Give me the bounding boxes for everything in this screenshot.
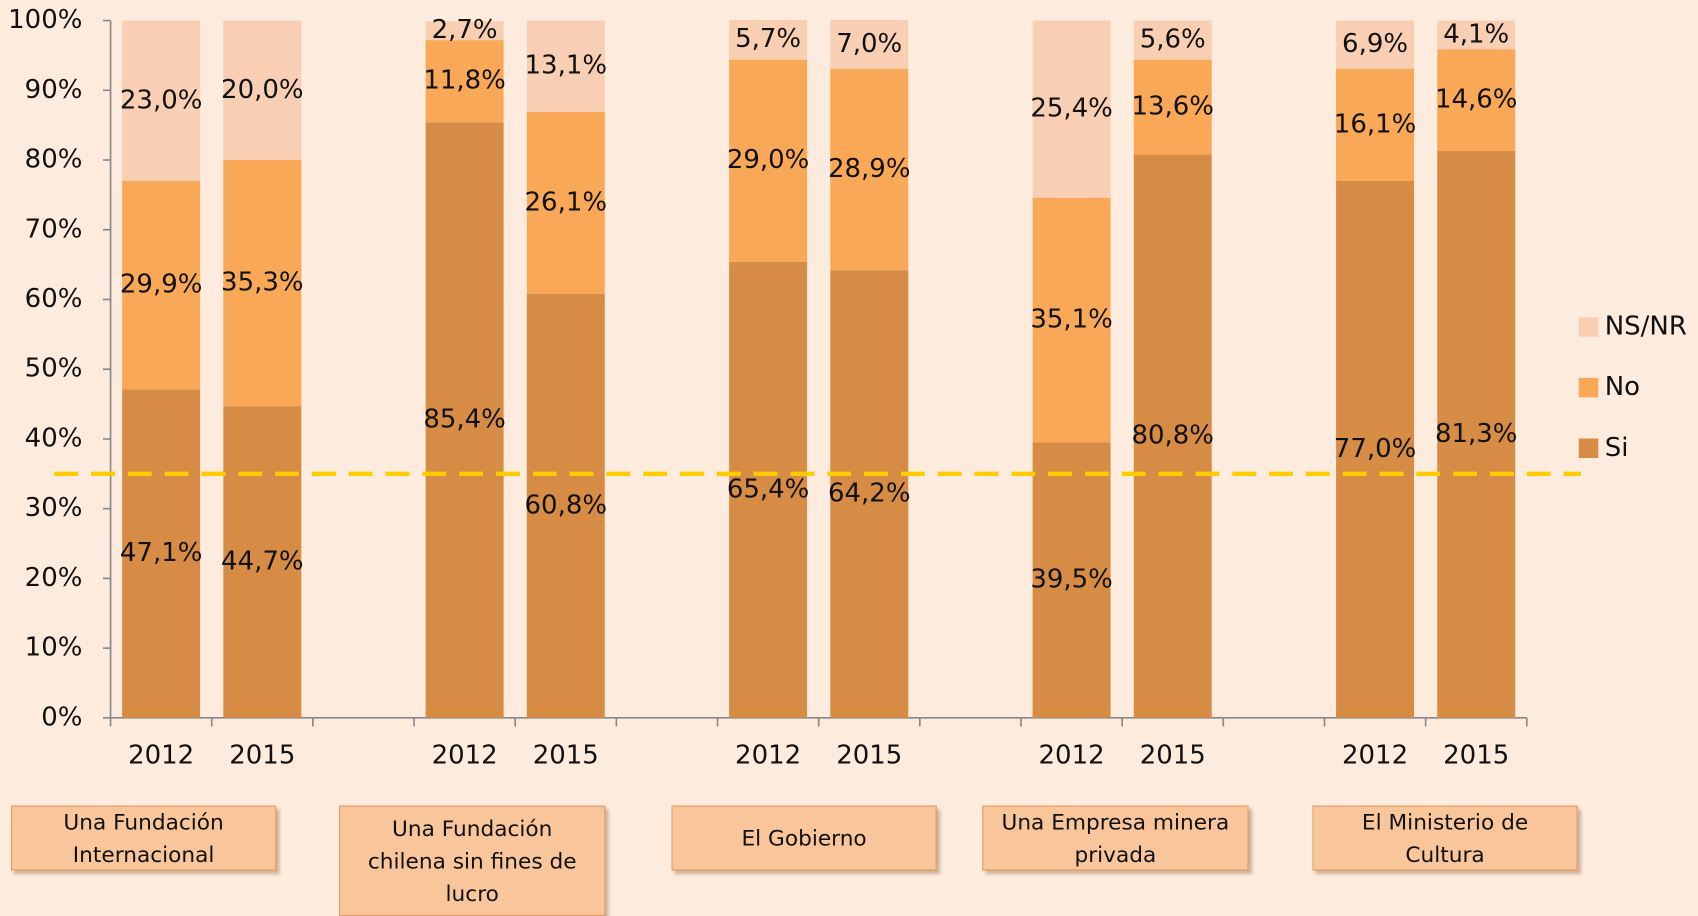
- bar-segment: [1437, 20, 1516, 50]
- bar-segment: [1032, 442, 1111, 718]
- x-tick-label: 2015: [1443, 740, 1509, 770]
- value-label: 11,8%: [423, 66, 506, 96]
- x-tick-label: 2012: [128, 740, 194, 770]
- value-label: 65,4%: [727, 474, 810, 504]
- bar-segment: [1032, 197, 1111, 443]
- bar-segment: [122, 389, 201, 718]
- bar-segment: [830, 19, 909, 69]
- x-tick-label: 2012: [735, 740, 801, 770]
- value-label: 44,7%: [221, 547, 304, 577]
- y-tick-label: 10%: [25, 633, 83, 663]
- value-label: 5,7%: [735, 24, 801, 54]
- bar-segment: [425, 122, 504, 718]
- y-tick-label: 70%: [25, 214, 83, 244]
- bar-segment: [122, 20, 201, 181]
- value-label: 13,1%: [525, 51, 608, 81]
- value-label: 13,6%: [1131, 92, 1214, 122]
- value-label: 60,8%: [525, 490, 608, 520]
- bar-segment: [425, 21, 504, 41]
- group-box: El Ministerio de Cultura: [1312, 805, 1578, 871]
- x-tick-label: 2015: [836, 740, 902, 770]
- bar-segment: [1336, 20, 1415, 69]
- value-label: 25,4%: [1030, 94, 1113, 124]
- bar-segment: [526, 111, 605, 294]
- y-tick-label: 100%: [8, 5, 82, 35]
- y-tick-label: 40%: [25, 423, 83, 453]
- bar-segment: [122, 180, 201, 390]
- bar-segment: [729, 59, 808, 262]
- bar-segment: [425, 40, 504, 123]
- value-label: 2,7%: [432, 15, 498, 45]
- x-tick-label: 2012: [1039, 740, 1105, 770]
- legend-label: NS/NR: [1605, 311, 1687, 341]
- value-label: 29,9%: [120, 270, 203, 300]
- value-label: 28,9%: [828, 154, 911, 184]
- x-tick-label: 2015: [229, 740, 295, 770]
- bar-segment: [729, 261, 808, 718]
- bar-segment: [1336, 180, 1415, 718]
- legend-label: No: [1605, 372, 1640, 402]
- y-tick-label: 80%: [25, 145, 83, 175]
- y-tick-label: 50%: [25, 354, 83, 384]
- group-box: Una Empresa minera privada: [982, 805, 1249, 871]
- group-label: El Ministerio de Cultura: [1312, 805, 1578, 871]
- value-label: 6,9%: [1342, 29, 1408, 59]
- bar-segment: [223, 160, 302, 407]
- value-label: 20,0%: [221, 75, 304, 105]
- value-label: 81,3%: [1435, 419, 1518, 449]
- bar-segment: [1133, 154, 1212, 718]
- value-label: 14,6%: [1435, 85, 1518, 115]
- value-label: 29,0%: [727, 145, 810, 175]
- value-label: 47,1%: [120, 538, 203, 568]
- value-label: 26,1%: [525, 187, 608, 217]
- legend-swatch: [1578, 377, 1599, 398]
- value-label: 35,1%: [1030, 305, 1113, 335]
- group-label: Una Empresa minera privada: [982, 805, 1249, 871]
- value-label: 35,3%: [221, 268, 304, 298]
- x-tick-label: 2015: [533, 740, 599, 770]
- x-tick-label: 2012: [1342, 740, 1408, 770]
- group-label: El Gobierno: [671, 805, 937, 871]
- value-label: 5,6%: [1140, 25, 1206, 55]
- bar-segment: [1032, 20, 1111, 198]
- value-label: 85,4%: [423, 405, 506, 435]
- bar-segment: [1336, 68, 1415, 181]
- bar-segment: [830, 68, 909, 271]
- value-label: 23,0%: [120, 85, 203, 115]
- y-tick-label: 30%: [25, 493, 83, 523]
- bar-segment: [223, 20, 302, 161]
- y-tick-label: 20%: [25, 563, 83, 593]
- bar-segment: [1437, 150, 1516, 718]
- bar-segment: [1133, 20, 1212, 60]
- group-label: Una Fundación Internacional: [10, 805, 277, 871]
- bar-segment: [729, 19, 808, 60]
- group-box: Una Fundación Internacional: [10, 805, 277, 871]
- bar-segment: [830, 270, 909, 718]
- bar-segment: [223, 406, 302, 718]
- value-label: 39,5%: [1030, 565, 1113, 595]
- value-label: 77,0%: [1334, 434, 1417, 464]
- legend-swatch: [1578, 438, 1599, 458]
- value-label: 80,8%: [1131, 421, 1214, 451]
- bar-segment: [526, 293, 605, 718]
- group-box: El Gobierno: [671, 805, 937, 871]
- y-tick-label: 60%: [25, 284, 83, 314]
- value-label: 64,2%: [828, 479, 911, 509]
- y-tick-label: 0%: [41, 702, 82, 732]
- legend-label: Si: [1605, 433, 1629, 463]
- bar-segment: [1437, 49, 1516, 151]
- x-tick-label: 2012: [432, 740, 498, 770]
- group-box: Una Fundación chilena sin fines de lucro: [339, 805, 606, 916]
- value-label: 7,0%: [836, 29, 902, 59]
- legend-swatch: [1578, 317, 1599, 337]
- bar-segment: [1133, 59, 1212, 155]
- value-label: 4,1%: [1443, 19, 1509, 49]
- bar-segment: [526, 20, 605, 112]
- y-tick-label: 90%: [25, 75, 83, 105]
- x-tick-label: 2015: [1140, 740, 1206, 770]
- value-label: 16,1%: [1334, 109, 1417, 139]
- group-label: Una Fundación chilena sin fines de lucro: [339, 805, 606, 916]
